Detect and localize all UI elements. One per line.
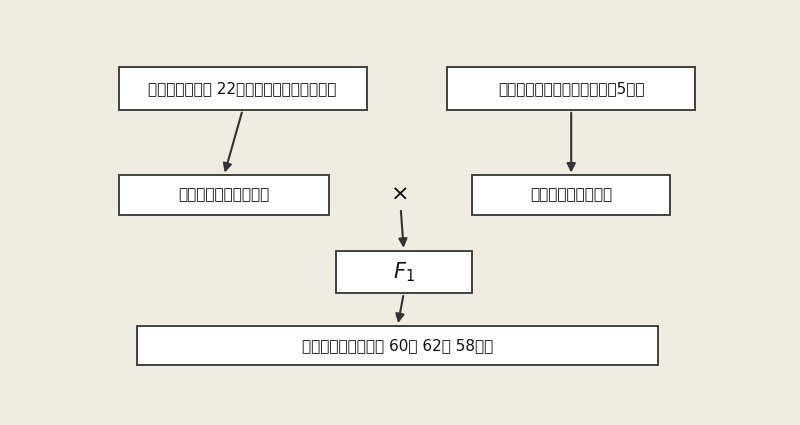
Text: ×: × (391, 185, 410, 205)
FancyBboxPatch shape (447, 68, 695, 110)
FancyBboxPatch shape (472, 176, 670, 215)
FancyBboxPatch shape (118, 176, 330, 215)
Text: 甘蓝种质资源（连续自交至少5代）: 甘蓝种质资源（连续自交至少5代） (498, 81, 645, 96)
Text: $F_1$: $F_1$ (393, 260, 414, 284)
Text: 沪甘一号或中甘 22（组织培养保存、快繁）: 沪甘一号或中甘 22（组织培养保存、快繁） (149, 81, 337, 96)
FancyBboxPatch shape (138, 326, 658, 365)
Text: 父本（甘蓝自交系）: 父本（甘蓝自交系） (530, 187, 612, 202)
FancyBboxPatch shape (118, 68, 366, 110)
Text: 优良杂交组合（瑞甘 60、 62、 58）等: 优良杂交组合（瑞甘 60、 62、 58）等 (302, 338, 494, 353)
Text: 母本（细胞质不育系）: 母本（细胞质不育系） (178, 187, 270, 202)
FancyBboxPatch shape (336, 251, 472, 293)
